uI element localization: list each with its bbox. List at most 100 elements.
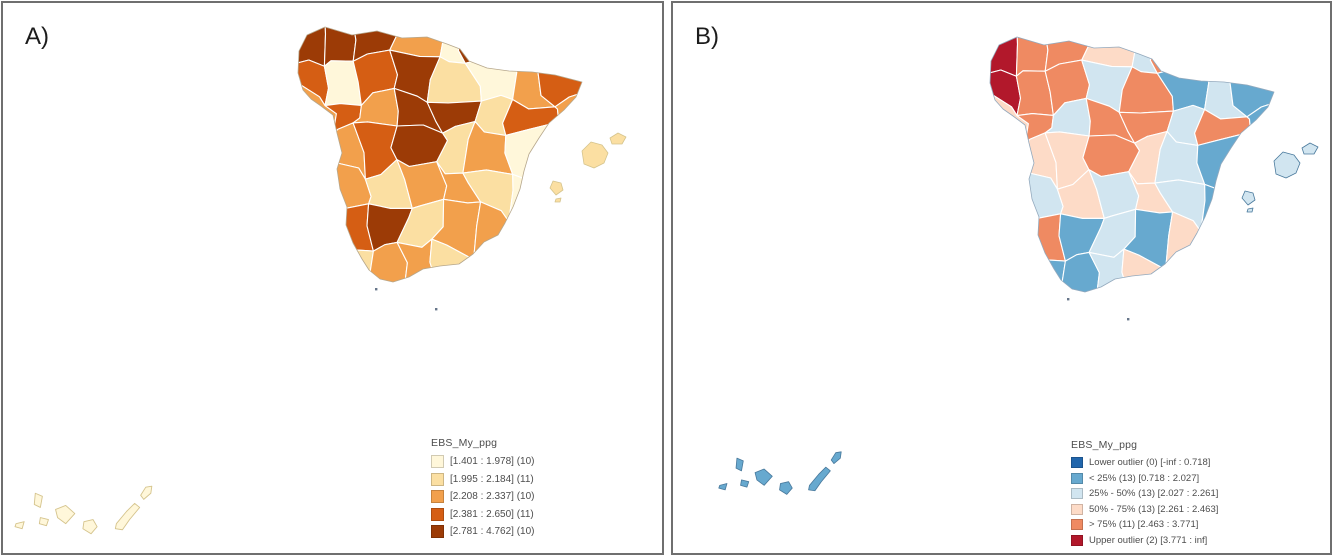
legend-item-label: > 75% (11) [2.463 : 3.771]: [1089, 519, 1199, 531]
legend-item-label: < 25% (13) [0.718 : 2.027]: [1089, 472, 1200, 484]
province-cell: [457, 27, 515, 64]
panel-b: B) EBS_My_ppg Lower outlier (0) [-inf : …: [671, 1, 1332, 555]
province-cell: [298, 162, 338, 215]
mainland-outline: [989, 36, 1275, 293]
legend-swatch: [1071, 472, 1083, 484]
province-cell: [473, 255, 522, 282]
canary-island: [754, 468, 773, 486]
legend-a: EBS_My_ppg [1.401 : 1.978] (10) [1.995 : …: [431, 437, 535, 541]
legend-item: 50% - 75% (13) [2.261 : 2.463]: [1071, 502, 1218, 518]
province-cell: [298, 249, 338, 282]
balearic-island: [1246, 207, 1254, 213]
canary-island: [808, 466, 831, 492]
province-cell: [1165, 265, 1214, 292]
province-cell: [1009, 213, 1066, 262]
province-cell: [990, 212, 1019, 267]
canary-island: [779, 481, 793, 495]
legend-b: EBS_My_ppg Lower outlier (0) [-inf : 0.7…: [1071, 439, 1218, 548]
province-cell: [536, 243, 582, 282]
legend-item-label: [2.781 : 4.762] (10): [450, 526, 535, 538]
legend-item-label: Lower outlier (0) [-inf : 0.718]: [1089, 457, 1211, 469]
legend-item: [1.401 : 1.978] (10): [431, 453, 535, 471]
province-mosaic: [298, 27, 582, 282]
province-cell: [990, 69, 1022, 117]
canary-islands-map-a: [14, 485, 153, 535]
province-cell: [389, 27, 447, 58]
province-cell: [1149, 37, 1207, 74]
canary-island: [140, 485, 153, 500]
province-cell: [990, 138, 1030, 189]
province-cell: [546, 208, 582, 262]
legend-swatch: [431, 472, 444, 486]
legend-item: [2.208 : 2.337] (10): [431, 488, 535, 506]
legend-swatch: [1071, 534, 1083, 546]
canary-island: [82, 519, 98, 535]
province-cell: [501, 208, 560, 262]
legend-item: 25% - 50% (13) [2.027 : 2.261]: [1071, 486, 1218, 502]
legend-swatch: [1071, 503, 1083, 515]
legend-item: [2.381 : 2.650] (11): [431, 506, 535, 524]
province-cell: [1238, 218, 1274, 272]
legend-swatch: [431, 507, 444, 521]
province-cell: [320, 248, 374, 282]
province-cell: [505, 27, 552, 70]
province-cell: [1193, 218, 1252, 272]
province-cell: [1012, 258, 1066, 292]
balearic-island: [1301, 142, 1319, 155]
legend-swatch: [431, 525, 444, 539]
panel-a: A) EBS_My_ppg [1.401 : 1.978] (10) [1.995…: [1, 1, 664, 555]
legend-items: Lower outlier (0) [-inf : 0.718] < 25% (1…: [1071, 455, 1218, 548]
spain-choropleth-map-b: [989, 36, 1319, 321]
enclave-dot: [435, 308, 438, 311]
province-cell: [298, 128, 338, 179]
balearic-island: [554, 197, 562, 203]
province-cell: [317, 203, 374, 252]
legend-swatch: [1071, 519, 1083, 531]
canary-island: [55, 504, 76, 525]
enclave-dot: [375, 288, 378, 291]
legend-swatch: [1071, 488, 1083, 500]
enclave-dot: [1127, 318, 1130, 321]
province-cell: [1197, 37, 1244, 80]
canary-island: [830, 451, 842, 464]
province-cell: [1228, 253, 1274, 292]
province-cell: [545, 172, 582, 222]
legend-item: < 25% (13) [0.718 : 2.027]: [1071, 471, 1218, 487]
legend-swatch: [1071, 457, 1083, 469]
canary-island: [735, 457, 744, 472]
canary-island: [740, 479, 750, 488]
province-cell: [990, 259, 1030, 292]
province-cell: [298, 27, 327, 67]
legend-item: Lower outlier (0) [-inf : 0.718]: [1071, 455, 1218, 471]
legend-item-label: [1.995 : 2.184] (11): [450, 473, 534, 485]
legend-item: [2.781 : 4.762] (10): [431, 523, 535, 541]
province-cell: [1228, 37, 1274, 80]
legend-item: > 75% (11) [2.463 : 3.771]: [1071, 517, 1218, 533]
canary-island: [38, 517, 49, 527]
canary-island: [33, 492, 43, 508]
legend-item-label: 25% - 50% (13) [2.027 : 2.261]: [1089, 488, 1219, 500]
legend-title: EBS_My_ppg: [1071, 439, 1138, 451]
legend-swatch: [431, 455, 444, 469]
province-cell: [1193, 263, 1249, 292]
province-cell: [1015, 37, 1049, 77]
canary-island: [114, 502, 141, 531]
balearic-island: [581, 141, 609, 169]
legend-item-label: [1.401 : 1.978] (10): [450, 456, 535, 468]
legend-item-label: [2.381 : 2.650] (11): [450, 508, 534, 520]
province-cell: [1081, 37, 1139, 68]
legend-item: [1.995 : 2.184] (11): [431, 471, 535, 489]
province-cell: [298, 202, 327, 257]
balearic-island: [1241, 190, 1256, 206]
legend-item: Upper outlier (2) [3.771 : inf]: [1071, 533, 1218, 549]
canary-island: [14, 521, 25, 530]
province-mosaic: [990, 37, 1274, 292]
province-cell: [1237, 182, 1274, 232]
province-cell: [501, 253, 557, 282]
balearic-island: [549, 180, 564, 196]
province-cell: [990, 172, 1030, 225]
canary-islands-map-b: [718, 451, 842, 495]
legend-item-label: Upper outlier (2) [3.771 : inf]: [1089, 534, 1208, 546]
legend-item-label: 50% - 75% (13) [2.261 : 2.463]: [1089, 503, 1219, 515]
